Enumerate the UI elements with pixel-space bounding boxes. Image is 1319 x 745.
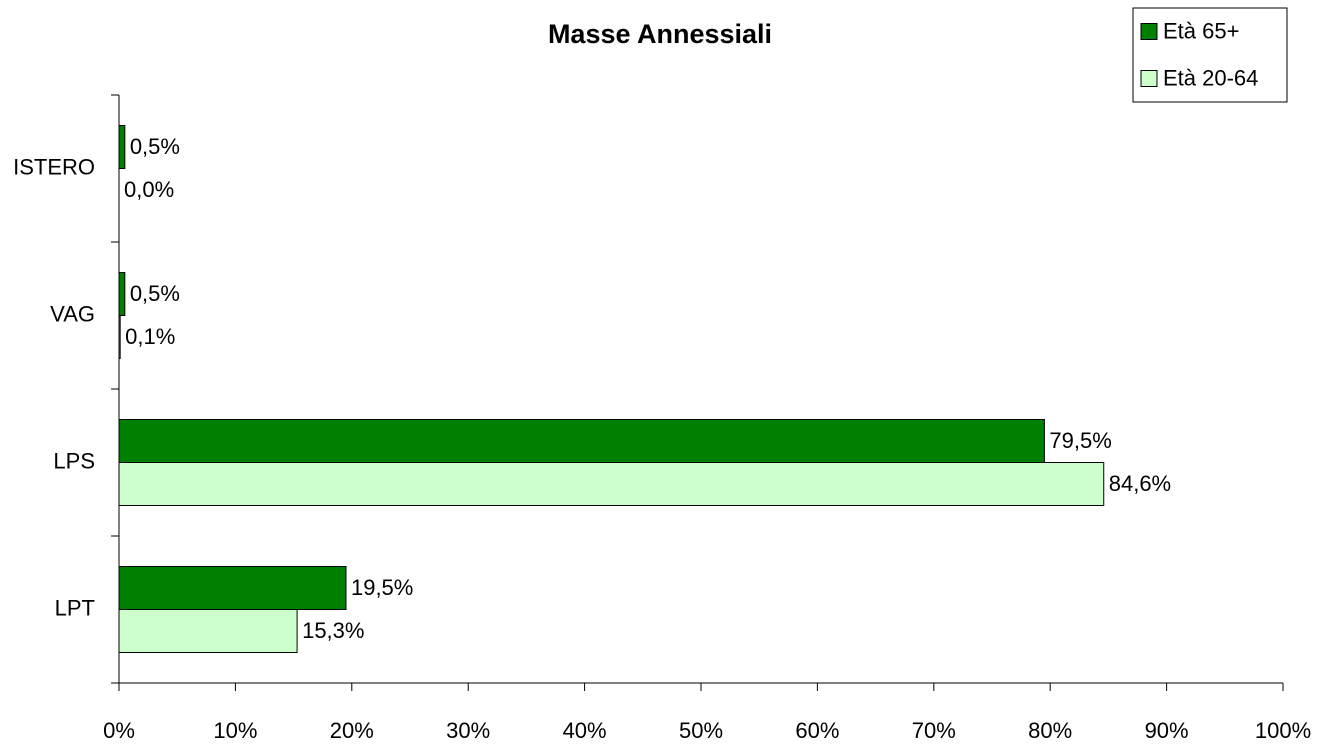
y-tick-label: LPS	[53, 448, 95, 473]
x-tick-label: 90%	[1145, 718, 1189, 743]
value-label: 79,5%	[1049, 428, 1111, 453]
x-tick-label: 80%	[1028, 718, 1072, 743]
x-tick-label: 60%	[795, 718, 839, 743]
x-tick-label: 40%	[563, 718, 607, 743]
value-label: 19,5%	[351, 575, 413, 600]
bar	[118, 315, 121, 359]
y-tick-label: LPT	[55, 595, 95, 620]
legend-swatch	[1140, 70, 1158, 87]
bar	[118, 462, 1105, 506]
bar	[118, 272, 126, 316]
x-tick-label: 70%	[912, 718, 956, 743]
value-label: 0,5%	[130, 134, 180, 159]
bar	[118, 419, 1045, 463]
x-tick-label: 20%	[330, 718, 374, 743]
bar	[118, 609, 298, 653]
value-label: 84,6%	[1109, 471, 1171, 496]
y-tick-label: VAG	[50, 301, 95, 326]
legend-swatch	[1140, 23, 1158, 40]
x-tick-label: 50%	[679, 718, 723, 743]
legend-label: Età 20-64	[1163, 65, 1258, 90]
value-label: 0,5%	[130, 281, 180, 306]
value-label: 0,1%	[125, 324, 175, 349]
value-label: 15,3%	[302, 618, 364, 643]
y-tick-label: ISTERO	[13, 154, 95, 179]
value-label: 0,0%	[124, 177, 174, 202]
x-tick-label: 30%	[446, 718, 490, 743]
bar	[118, 566, 347, 610]
x-tick-label: 10%	[213, 718, 257, 743]
legend-box	[1132, 7, 1288, 103]
x-tick-label: 0%	[103, 718, 135, 743]
bar	[118, 125, 126, 169]
x-tick-label: 100%	[1255, 718, 1311, 743]
legend-label: Età 65+	[1163, 18, 1239, 43]
chart-title: Masse Annessiali	[548, 19, 772, 49]
